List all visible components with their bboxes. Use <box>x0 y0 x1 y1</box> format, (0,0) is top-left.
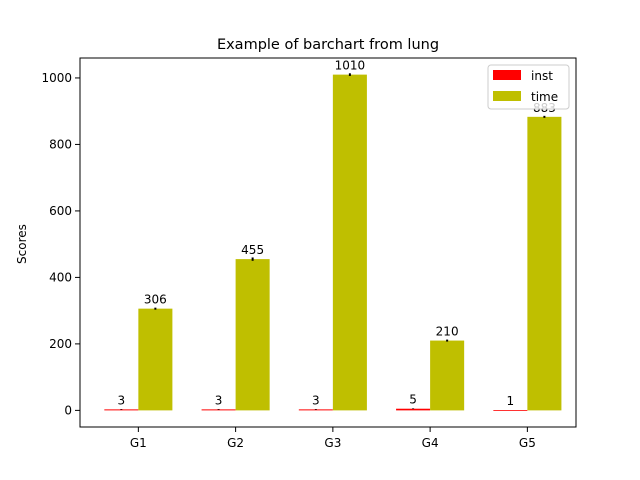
bar-time-G5 <box>527 116 562 411</box>
y-tick-label: 800 <box>49 137 72 151</box>
y-tick-label: 1000 <box>41 71 72 85</box>
bar-inst-G3 <box>298 409 333 411</box>
legend-label-time: time <box>531 90 558 104</box>
data-label-time-G4: 210 <box>436 325 459 339</box>
y-tick-label: 600 <box>49 204 72 218</box>
y-tick-label: 200 <box>49 337 72 351</box>
bar-inst-G4 <box>396 408 431 411</box>
legend-swatch-time <box>493 91 521 101</box>
legend: inst time <box>487 64 570 110</box>
y-axis-label: Scores <box>15 224 29 264</box>
plot-area: 0 200 400 600 800 1000 3 306 G1 3 455 G2 3 1010 G3 5 210… <box>41 59 562 450</box>
data-label-inst-G4: 5 <box>409 393 417 407</box>
x-tick-label: G5 <box>519 436 536 450</box>
y-tick-label: 400 <box>49 270 72 284</box>
data-label-inst-G3: 3 <box>312 393 320 407</box>
x-tick-label: G2 <box>227 436 244 450</box>
bar-time-G1 <box>138 308 173 411</box>
data-label-inst-G5: 1 <box>507 394 515 408</box>
chart-title: Example of barchart from lung <box>217 37 439 53</box>
x-tick-label: G4 <box>422 436 439 450</box>
bar-time-G3 <box>332 74 367 411</box>
bar-time-G4 <box>430 340 465 411</box>
bar-inst-G1 <box>104 409 139 411</box>
data-label-inst-G1: 3 <box>118 393 126 407</box>
legend-label-inst: inst <box>531 69 553 83</box>
data-label-inst-G2: 3 <box>215 393 223 407</box>
data-label-time-G3: 1010 <box>335 59 366 73</box>
axes-frame <box>79 57 577 428</box>
y-tick-label: 0 <box>64 403 72 417</box>
legend-swatch-inst <box>493 70 521 80</box>
bar-time-G2 <box>235 259 270 411</box>
x-tick-label: G1 <box>130 436 147 450</box>
data-label-time-G2: 455 <box>241 243 264 257</box>
data-label-time-G1: 306 <box>144 293 167 307</box>
bar-inst-G2 <box>201 409 236 411</box>
bar-inst-G5 <box>493 410 528 411</box>
x-tick-label: G3 <box>324 436 341 450</box>
